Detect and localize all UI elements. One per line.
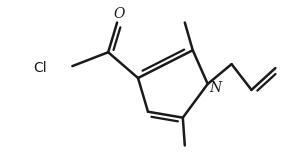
- Text: O: O: [113, 7, 125, 21]
- Text: N: N: [210, 81, 222, 95]
- Text: Cl: Cl: [34, 61, 47, 75]
